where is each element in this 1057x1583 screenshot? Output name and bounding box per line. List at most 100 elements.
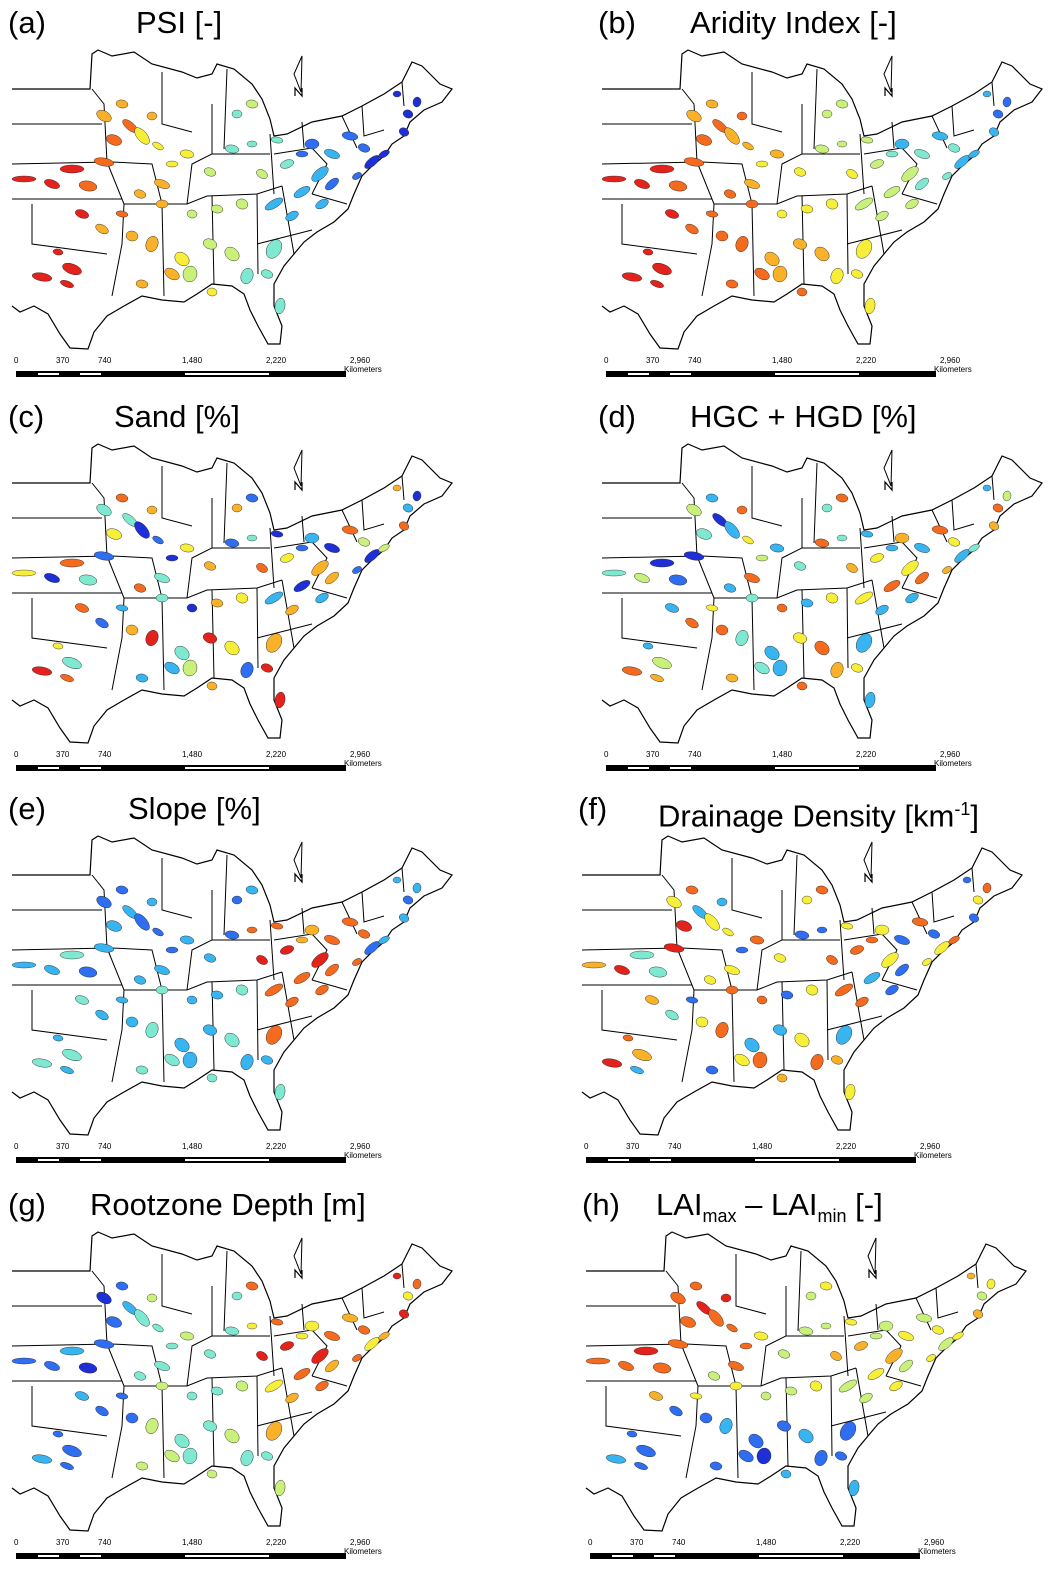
basin xyxy=(663,943,685,953)
state-boundary xyxy=(31,990,108,1041)
basin xyxy=(696,134,712,146)
basin xyxy=(867,1368,885,1380)
scale-bar: 0 370 740 1,480 2,220 2,960 Kilometers xyxy=(598,750,1018,780)
basin xyxy=(860,136,874,144)
basin xyxy=(60,1462,74,1470)
state-boundary xyxy=(361,891,385,923)
basin xyxy=(392,876,402,884)
basin xyxy=(968,149,980,159)
basin xyxy=(854,1341,868,1351)
basin xyxy=(716,897,728,907)
basin xyxy=(793,561,807,571)
basin xyxy=(825,592,839,604)
basin xyxy=(265,1421,283,1441)
panel-label: (b) xyxy=(598,5,636,40)
basin xyxy=(235,592,249,604)
basin xyxy=(772,659,788,677)
state-boundary xyxy=(161,72,193,133)
scale-bar-graphic xyxy=(16,765,346,771)
basin xyxy=(96,503,112,517)
title-part-b: – LAI xyxy=(736,1187,818,1222)
basin xyxy=(621,272,643,282)
basin xyxy=(605,1454,627,1464)
basin xyxy=(665,209,679,219)
basin xyxy=(719,1418,733,1434)
scale-tick-label: 370 xyxy=(56,356,70,365)
basin xyxy=(155,985,169,995)
state-boundary xyxy=(826,1015,883,1031)
basin xyxy=(915,571,929,585)
basin xyxy=(174,645,190,661)
basin xyxy=(52,248,64,256)
basin xyxy=(989,127,999,137)
basin xyxy=(240,662,254,678)
basin xyxy=(134,127,150,145)
basin xyxy=(885,984,899,996)
basin xyxy=(864,297,876,315)
basin xyxy=(246,1322,258,1330)
basin xyxy=(860,530,874,538)
basin xyxy=(164,661,180,675)
basin-map xyxy=(601,443,1043,744)
panel-title: Drainage Density [km-1] xyxy=(658,790,979,835)
basin xyxy=(809,1380,823,1392)
basin xyxy=(705,210,719,218)
basin xyxy=(942,172,952,180)
state-boundary xyxy=(935,1287,959,1319)
basin xyxy=(11,1357,37,1365)
scale-tick-label: 2,960 xyxy=(924,1538,945,1547)
basin xyxy=(901,166,919,182)
basin xyxy=(755,554,769,562)
basin xyxy=(735,946,749,954)
basin xyxy=(986,1278,996,1290)
state-boundary xyxy=(223,68,228,150)
basin xyxy=(685,617,699,629)
basin xyxy=(835,1025,853,1045)
state-boundary xyxy=(681,947,733,991)
basin xyxy=(992,503,1004,513)
basin xyxy=(885,150,899,158)
basin xyxy=(835,99,849,109)
basin xyxy=(245,885,259,895)
state-boundary xyxy=(731,858,763,919)
basin xyxy=(231,895,243,905)
basin xyxy=(927,929,941,939)
scale-bar: 0 370 740 1,480 2,220 2,960 Kilometers xyxy=(8,1142,428,1172)
basin xyxy=(622,1034,634,1042)
scale-bar: 0 370 740 1,480 2,220 2,960 Kilometers xyxy=(578,1142,998,1172)
scale-tick-label: 370 xyxy=(626,1142,640,1151)
basin xyxy=(703,975,717,985)
basin xyxy=(796,681,808,691)
scale-tick-label: 1,480 xyxy=(772,356,793,365)
scale-tick-label: 740 xyxy=(98,356,112,365)
basin xyxy=(819,1281,833,1291)
panel-label: (g) xyxy=(8,1187,46,1222)
north-arrow-icon xyxy=(293,841,303,884)
basin xyxy=(134,521,150,539)
title-end: ] xyxy=(970,798,979,834)
basin xyxy=(618,1361,634,1371)
basin xyxy=(106,528,122,540)
basin xyxy=(715,230,729,242)
basin xyxy=(634,179,650,189)
basin xyxy=(352,172,362,180)
basin xyxy=(44,965,60,975)
basin xyxy=(742,535,754,545)
basin xyxy=(352,566,362,574)
basin xyxy=(93,1339,115,1349)
basin xyxy=(715,624,729,636)
state-boundary xyxy=(839,919,845,981)
basin xyxy=(295,150,309,158)
basin xyxy=(666,895,682,909)
basin xyxy=(850,945,864,955)
basin xyxy=(760,1391,772,1401)
basin xyxy=(830,1055,844,1065)
scale-tick-label: 1,480 xyxy=(182,750,203,759)
basin xyxy=(601,1058,623,1068)
state-boundary xyxy=(11,947,111,951)
basin xyxy=(826,955,838,965)
basin xyxy=(736,111,748,121)
basin-map xyxy=(585,1231,1027,1532)
basin xyxy=(649,164,675,174)
basin xyxy=(621,666,643,676)
